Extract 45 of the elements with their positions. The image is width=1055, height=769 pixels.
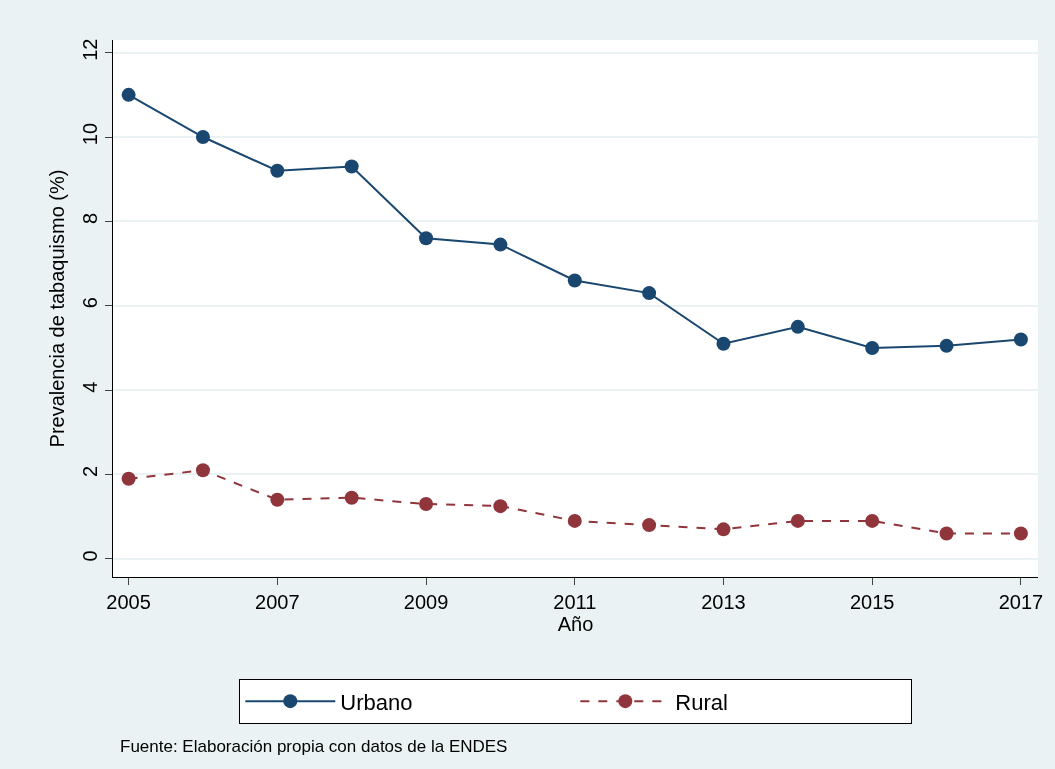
point xyxy=(790,319,805,334)
y-tick-label: 0 xyxy=(78,550,101,562)
point xyxy=(270,163,285,178)
point xyxy=(790,513,805,528)
point xyxy=(344,159,359,174)
point xyxy=(344,490,359,505)
point xyxy=(1013,332,1028,347)
y-tick-label: 8 xyxy=(78,212,101,224)
x-axis-title: Año xyxy=(557,613,594,636)
x-tick-label: 2009 xyxy=(403,591,449,614)
point xyxy=(419,231,434,246)
point xyxy=(195,463,210,478)
point xyxy=(493,499,508,514)
source-note: Fuente: Elaboración propia con datos de la ENDES xyxy=(120,737,508,756)
x-tick-label: 2017 xyxy=(998,591,1044,614)
point xyxy=(493,237,508,252)
x-tick-label: 2013 xyxy=(701,591,746,614)
y-axis-title: Prevalencia de tabaquismo (%) xyxy=(46,169,69,448)
point xyxy=(865,513,880,528)
point xyxy=(642,518,657,533)
y-tick-label: 4 xyxy=(78,381,101,393)
x-tick-label: 2015 xyxy=(849,591,895,614)
legend-label: Rural xyxy=(675,689,728,715)
point xyxy=(195,130,210,145)
point xyxy=(865,340,880,355)
point xyxy=(939,338,954,353)
point xyxy=(121,87,136,102)
y-tick-label: 6 xyxy=(78,297,101,309)
legend-label: Urbano xyxy=(340,689,413,715)
point xyxy=(567,513,582,528)
y-tick-label: 2 xyxy=(78,465,101,478)
point xyxy=(716,522,731,537)
point xyxy=(939,526,954,541)
point xyxy=(419,497,434,512)
point xyxy=(270,492,285,507)
point xyxy=(121,471,136,486)
x-tick-label: 2011 xyxy=(553,591,597,614)
point xyxy=(716,336,731,351)
y-tick-label: 12 xyxy=(78,38,101,61)
y-tick-label: 10 xyxy=(78,122,101,146)
point xyxy=(642,286,657,301)
x-tick-label: 2007 xyxy=(255,591,300,614)
point xyxy=(567,273,582,288)
x-tick-label: 2005 xyxy=(106,591,151,614)
point xyxy=(1013,526,1028,541)
